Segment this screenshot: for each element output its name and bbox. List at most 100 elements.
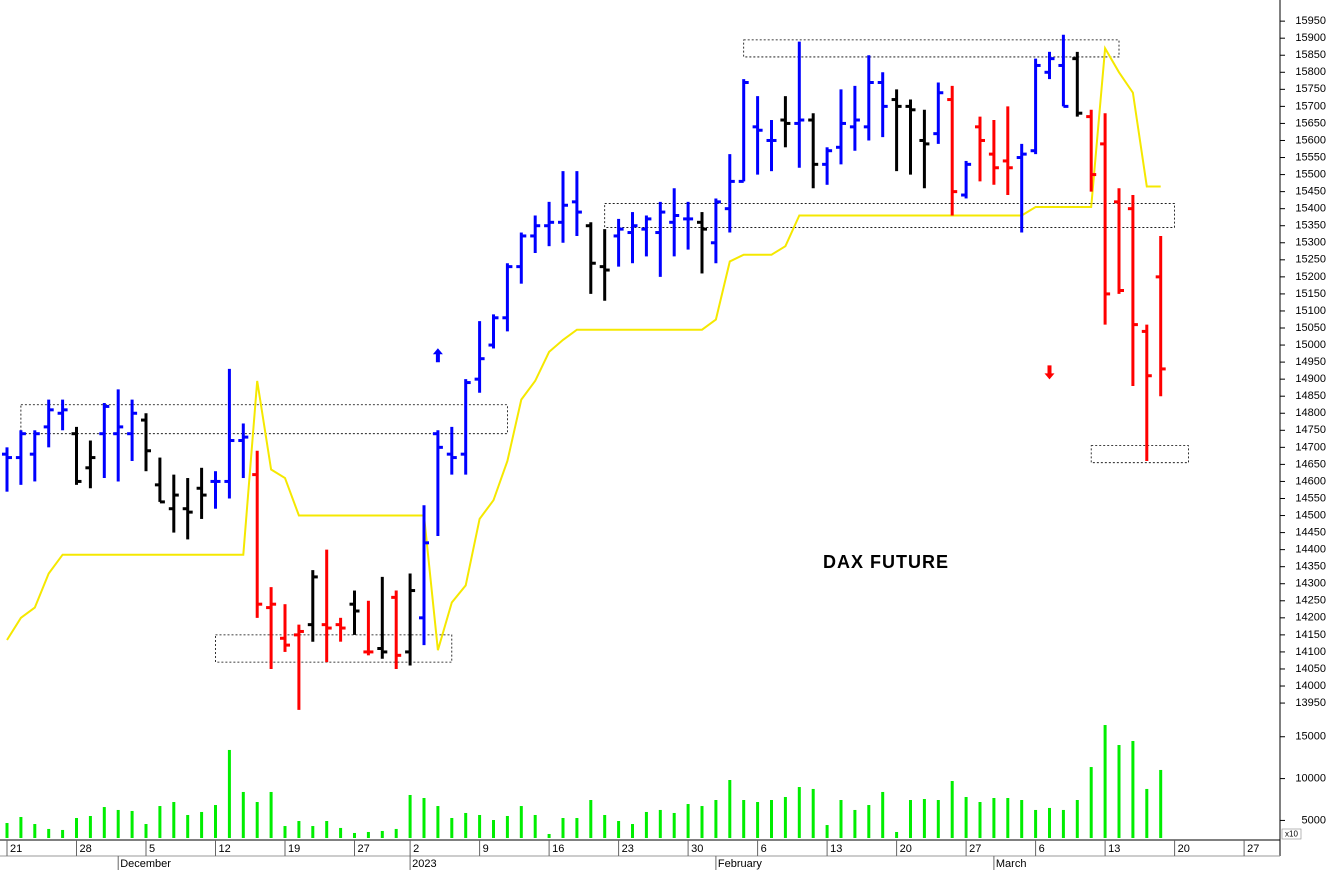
signal-arrow <box>1044 365 1055 380</box>
y-tick-label: 15300 <box>1295 237 1326 249</box>
volume-bar <box>1048 807 1051 838</box>
x-tick-label: 19 <box>288 843 300 855</box>
volume-bar <box>394 828 398 838</box>
y-tick-label: 15800 <box>1295 66 1326 78</box>
signal-arrow <box>432 348 443 363</box>
volume-bar <box>742 800 746 838</box>
volume-bar <box>603 814 607 838</box>
volume-bar <box>519 806 523 838</box>
volume-bar <box>936 800 940 838</box>
x-tick-label: 6 <box>761 843 767 855</box>
month-label: December <box>120 858 171 870</box>
volume-bar <box>75 817 78 838</box>
y-tick-label: 15750 <box>1295 83 1326 95</box>
y-tick-label: 15850 <box>1295 49 1326 61</box>
volume-bar <box>311 826 315 838</box>
volume-bar <box>922 799 926 838</box>
volume-bar <box>464 812 468 838</box>
y-tick-label: 15250 <box>1295 254 1326 266</box>
volume-bar <box>895 831 899 838</box>
y-tick-label: 14550 <box>1295 492 1326 504</box>
volume-bar <box>436 806 440 838</box>
chart-title: DAX FUTURE <box>823 552 949 572</box>
y-tick-label: 15600 <box>1295 134 1326 146</box>
volume-bar <box>61 829 65 838</box>
y-tick-label: 14650 <box>1295 458 1326 470</box>
y-tick-label: 14000 <box>1295 680 1326 692</box>
x-tick-label: 20 <box>1178 843 1190 855</box>
volume-bar <box>214 805 217 838</box>
volume-bar <box>422 797 426 838</box>
volume-bar <box>1075 800 1079 838</box>
range-box <box>604 203 1176 228</box>
volume-bar <box>241 791 245 838</box>
y-tick-label: 14500 <box>1295 509 1326 521</box>
stop-line <box>6 45 1161 651</box>
range-box <box>1090 445 1189 464</box>
y-tick-label: 14700 <box>1295 441 1326 453</box>
volume-bar <box>283 826 287 838</box>
y-tick-label: 14900 <box>1295 373 1326 385</box>
volume-bar <box>186 814 190 838</box>
volume-bar <box>1020 800 1024 838</box>
volume-bar <box>589 800 593 838</box>
x-tick-label: 2 <box>413 843 419 855</box>
volume-bar <box>978 802 982 838</box>
volume-bar <box>825 825 829 838</box>
y-tick-label: 15100 <box>1295 305 1326 317</box>
volume-bar <box>158 806 162 838</box>
volume-bar <box>408 794 412 838</box>
volume-bar <box>297 821 301 838</box>
x-tick-label: 21 <box>10 843 22 855</box>
volume-bar <box>339 827 343 838</box>
y-tick-label: 14100 <box>1295 646 1326 658</box>
volume-unit: x10 <box>1285 830 1298 839</box>
volume-bar <box>1089 767 1093 838</box>
volume-bar <box>561 817 565 838</box>
volume-bar <box>88 815 92 838</box>
x-tick-label: 27 <box>969 843 981 855</box>
volume-bar <box>269 791 273 838</box>
volume-bar <box>130 810 134 838</box>
volume-bar <box>1131 741 1135 838</box>
volume-bar <box>144 824 148 838</box>
volume-bar <box>172 802 176 838</box>
y-tick-label: 14850 <box>1295 390 1326 402</box>
volume-bar <box>728 780 732 838</box>
volume-bar <box>1061 809 1065 838</box>
y-tick-label: 15500 <box>1295 168 1326 180</box>
y-tick-label: 15150 <box>1295 288 1326 300</box>
x-tick-label: 28 <box>80 843 92 855</box>
volume-bar <box>366 831 370 838</box>
month-label: 2023 <box>412 858 436 870</box>
volume-bar <box>1006 797 1010 838</box>
unit-box <box>1281 828 1302 840</box>
volume-bar <box>811 788 815 838</box>
volume-bar <box>909 800 912 838</box>
volume-bar <box>881 791 885 838</box>
x-tick-label: 6 <box>1039 843 1045 855</box>
volume-bar <box>47 828 51 838</box>
y-tick-label: 14200 <box>1295 612 1326 624</box>
y-tick-label: 14450 <box>1295 526 1326 538</box>
volume-bar <box>992 797 996 838</box>
volume-bar <box>33 824 37 838</box>
x-tick-label: 30 <box>691 843 703 855</box>
volume-bar <box>756 802 760 838</box>
x-tick-label: 13 <box>830 843 842 855</box>
y-tick-label: 15000 <box>1295 339 1326 351</box>
x-tick-label: 9 <box>483 843 489 855</box>
volume-bar <box>686 804 690 838</box>
volume-bar <box>1145 788 1149 838</box>
volume-bar <box>116 809 120 838</box>
volume-bar <box>200 811 204 838</box>
volume-bar <box>617 821 621 838</box>
y-tick-label: 15700 <box>1295 100 1326 112</box>
volume-bar <box>797 787 801 838</box>
volume-bar <box>658 809 662 838</box>
volume-tick-label: 5000 <box>1302 814 1326 826</box>
volume-bar <box>575 817 579 838</box>
x-tick-label: 20 <box>900 843 912 855</box>
